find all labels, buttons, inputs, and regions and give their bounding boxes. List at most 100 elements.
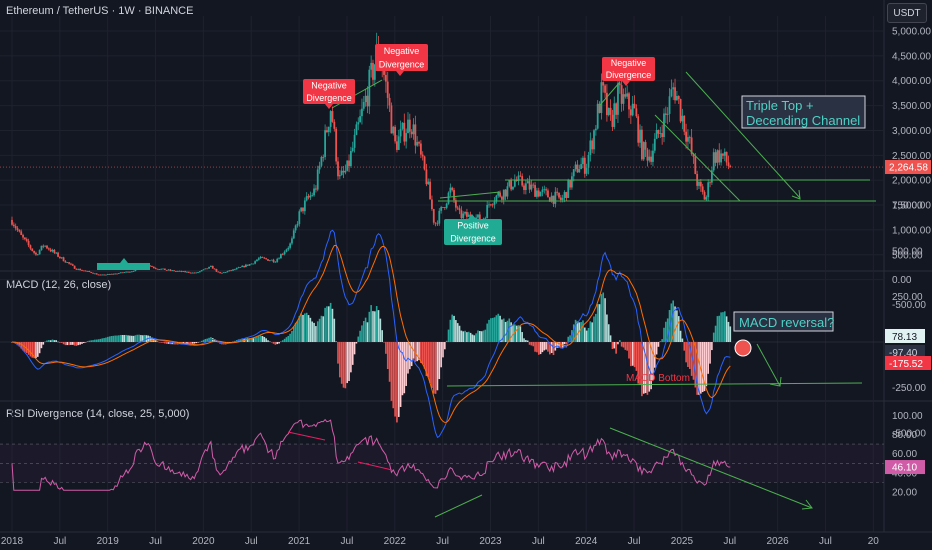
candle-body	[607, 107, 610, 116]
macd-hist-bar	[574, 319, 577, 342]
candle-body	[103, 274, 105, 276]
candle-body	[571, 176, 573, 188]
candle-body	[453, 190, 455, 201]
macd-hist-bar	[351, 342, 354, 365]
candle-body	[292, 230, 295, 239]
macd-hist-bar	[477, 330, 479, 342]
macd-hist-bar	[94, 339, 96, 342]
macd-hist-bar	[285, 337, 288, 342]
candle-body	[353, 134, 356, 148]
candle-body	[447, 192, 450, 204]
macd-hist-bar	[250, 338, 253, 342]
macd-hist-bar	[567, 336, 570, 342]
macd-hist-bar	[550, 342, 553, 354]
macd-hist-bar	[322, 316, 325, 342]
candle-body	[534, 185, 536, 197]
macd-hist-bar	[493, 317, 496, 342]
divergence-line	[439, 191, 501, 199]
time-tick-label: 2024	[575, 536, 598, 547]
macd-hist-bar	[289, 333, 291, 342]
macd-hist-bar	[497, 313, 500, 342]
candle-body	[93, 273, 96, 275]
candle-body	[539, 192, 542, 197]
candle-body	[20, 231, 23, 235]
macd-hist-bar	[722, 312, 724, 342]
candle-body	[657, 130, 660, 134]
currency-button[interactable]: USDT	[887, 3, 927, 23]
candle-body	[186, 271, 188, 273]
candle-body	[60, 257, 63, 259]
macd-hist-bar	[609, 335, 612, 342]
candle-body	[519, 175, 522, 177]
candle-body	[370, 62, 373, 70]
macd-bottom-text: MACD Bottom	[626, 373, 690, 384]
candle-body	[661, 133, 664, 138]
candle-body	[213, 268, 216, 270]
macd-hist-bar	[132, 335, 135, 342]
candle-body	[477, 214, 479, 218]
macd-hist-bar	[585, 330, 588, 342]
candle-body	[163, 268, 166, 270]
candle-body	[344, 170, 347, 173]
candle-body	[79, 268, 82, 271]
price-badge-bg	[885, 160, 931, 175]
macd-hist-bar	[381, 330, 384, 342]
triple-top-text: Triple Top +	[746, 98, 814, 113]
macd-hist-bar	[569, 335, 571, 342]
macd-hist-bar	[456, 323, 459, 342]
candle-body	[521, 176, 524, 186]
candle-body	[462, 213, 465, 219]
candle-body	[222, 272, 225, 274]
candle-body	[265, 258, 268, 260]
time-tick-label: 2021	[288, 536, 311, 547]
candle-body	[640, 129, 643, 160]
candle-body	[165, 269, 168, 271]
candle-body	[167, 269, 170, 271]
macd-hist-bar	[309, 317, 312, 342]
macd-hist-bar	[57, 341, 59, 343]
candle-body	[594, 128, 597, 131]
macd-hist-bar	[199, 341, 201, 343]
candle-body	[119, 272, 122, 274]
candle-body	[508, 180, 511, 187]
macd-hist-bar	[521, 332, 523, 342]
candle-body	[349, 151, 352, 166]
candle-body	[351, 147, 354, 152]
negative-divergence-label-bg	[375, 44, 428, 71]
candle-body	[628, 93, 630, 110]
candle-body	[604, 85, 606, 93]
negative-divergence-label-bg	[602, 57, 655, 81]
rsi-badge: 46.10	[892, 463, 917, 474]
candle-body	[646, 149, 649, 161]
rsi-panel-title: RSI Divergence (14, close, 25, 5,000)	[6, 408, 190, 420]
macd-hist-bar	[648, 342, 651, 392]
macd-signal-badge: -175.52	[889, 359, 923, 370]
candle-body	[552, 195, 555, 204]
macd-hist-bar	[355, 342, 358, 344]
candle-body	[699, 181, 702, 187]
candle-body	[208, 266, 210, 269]
candle-body	[497, 192, 500, 196]
candle-body	[311, 195, 314, 197]
candle-body	[278, 258, 280, 260]
candle-body	[303, 200, 306, 212]
candle-body	[701, 186, 704, 192]
macd-hist-bar	[164, 342, 166, 344]
macd-hist-bar	[315, 326, 317, 342]
macd-reversal-callout: MACD reversal?	[733, 311, 834, 332]
negative-divergence-label-text: Divergence	[306, 93, 352, 103]
candle-body	[716, 150, 719, 163]
candle-body	[86, 270, 89, 272]
macd-hist-bar	[626, 342, 628, 351]
candle-body	[598, 103, 601, 113]
time-tick-label: 2020	[192, 536, 215, 547]
candle-body	[152, 266, 155, 268]
macd-hist-bar	[445, 340, 448, 342]
macd-hist-bar	[20, 342, 23, 349]
macd-hist-bar	[694, 342, 697, 388]
candle-body	[567, 179, 570, 198]
candle-body	[512, 186, 514, 190]
macd-line-badge: -97.40	[889, 348, 918, 359]
macd-hist-bar	[622, 342, 625, 348]
